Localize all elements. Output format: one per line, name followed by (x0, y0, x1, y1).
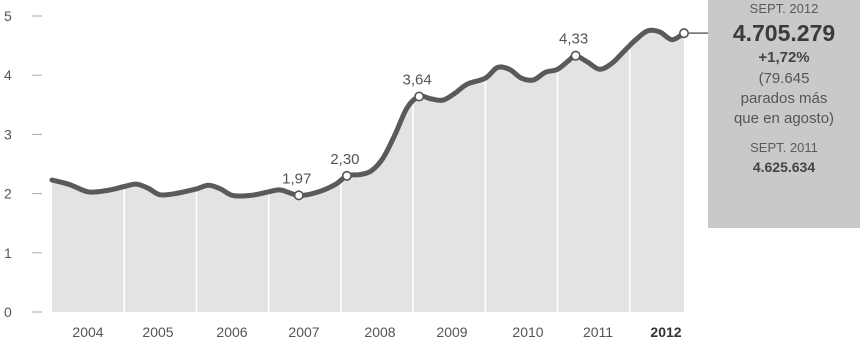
annotation-label: 4,33 (559, 31, 588, 48)
plot-area (49, 16, 687, 313)
x-tick-label: 2010 (512, 324, 543, 340)
callout-note-line1: (79.645 (758, 69, 810, 87)
annotation-point (341, 170, 352, 181)
y-tick-label: 4 (4, 67, 12, 83)
x-tick-label: 2012 (650, 324, 681, 340)
y-tick-label: 3 (4, 126, 12, 142)
annotation-point (570, 50, 581, 61)
callout-prev-value: 4.625.634 (752, 159, 816, 176)
area-fill (52, 30, 684, 313)
callout-prev-date: SEPT. 2011 (750, 140, 818, 156)
x-tick-label: 2008 (364, 324, 395, 340)
callout-note-line2: parados más (740, 89, 828, 107)
x-tick-label: 2005 (142, 324, 173, 340)
callout-value: 4.705.279 (732, 19, 836, 46)
y-tick-label: 5 (4, 8, 12, 24)
x-tick-label: 2004 (72, 324, 103, 340)
callout-note-line3: que en agosto) (733, 110, 835, 128)
x-tick-label: 2009 (436, 324, 467, 340)
callout-change: +1,72% (758, 49, 810, 67)
y-tick-label: 1 (4, 245, 12, 261)
y-tick-label: 0 (4, 304, 12, 320)
x-tick-label: 2006 (216, 324, 247, 340)
series-line (49, 27, 687, 199)
annotation-point (678, 28, 689, 39)
callout-panel: SEPT. 2012 4.705.279 +1,72% (79.645 para… (708, 0, 860, 228)
x-tick-label: 2011 (583, 324, 613, 340)
y-axis: 0 1 2 3 4 5 (4, 8, 42, 320)
x-axis: 2004 2005 2006 2007 2008 2009 2010 2011 2012 (72, 324, 681, 340)
annotation-label: 1,97 (282, 170, 311, 187)
x-tick-label: 2007 (288, 324, 319, 340)
annotation-label: 3,64 (403, 72, 432, 89)
y-tick-label: 2 (4, 186, 12, 202)
annotation-point (414, 91, 425, 102)
annotation-label: 2,30 (330, 151, 359, 168)
callout-date: SEPT. 2012 (749, 1, 819, 16)
annotations: 1,97 2,30 3,64 4,33 (282, 28, 689, 201)
annotation-point (293, 190, 304, 201)
